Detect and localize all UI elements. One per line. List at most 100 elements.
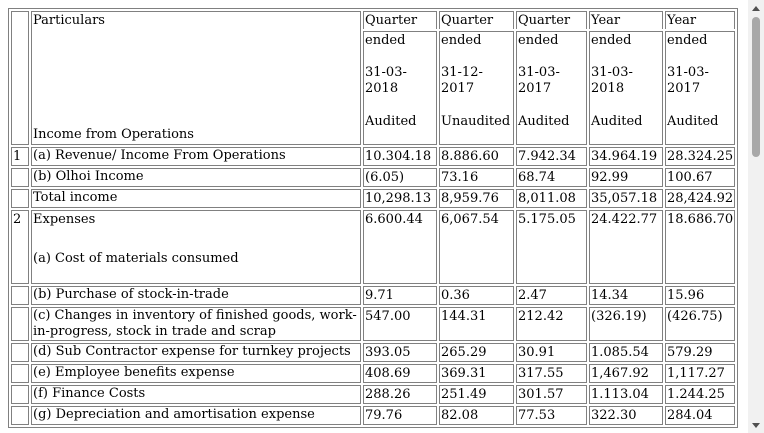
row-value: 265.29 [441,345,487,360]
row-value-cell: 265.29 [439,343,514,362]
row-value-cell: 1,467.92 [589,364,663,383]
row-number-cell [11,406,29,425]
spacer [667,97,733,114]
row-value: 322.30 [591,408,637,423]
row-value: 14.34 [591,288,629,303]
row-number-cell [11,364,29,383]
row-value-cell: 212.42 [516,307,587,341]
header-detail-cell: ended 31-03-2017 Audited [665,31,736,145]
column-period-label: Quarter [518,13,571,28]
row-value-cell: 547.00 [363,307,437,341]
row-value: 144.31 [441,309,487,324]
table-row: (b) Purchase of stock-in-trade 9.71 0.36 2.… [11,286,736,305]
column-period-label: Year [591,13,621,28]
row-value-cell: 28.324.25 [665,147,736,166]
row-number-cell [11,189,29,208]
row-value-cell: 6,067.54 [439,210,514,284]
header-particulars-cell: Particulars Income from Operations [31,11,361,145]
header-detail-cell: ended 31-12-2017 Unaudited [439,31,514,145]
header-detail-cell: ended 31-03-2017 Audited [516,31,587,145]
row-value-cell: 322.30 [589,406,663,425]
header-number-cell [11,11,29,145]
row-value-cell: 1.113.04 [589,385,663,404]
row-value-cell: 10,298.13 [363,189,437,208]
row-value-cell: 34.964.19 [589,147,663,166]
row-value-cell: 14.34 [589,286,663,305]
row-label: (f) Finance Costs [33,386,146,401]
table-row: (c) Changes in inventory of finished goo… [11,307,736,341]
table-row: (d) Sub Contractor expense for turnkey p… [11,343,736,362]
row-value-cell: 5.175.05 [516,210,587,284]
row-number-cell [11,343,29,362]
header-column-cell: Quarter [516,11,587,29]
scrollbar-thumb[interactable] [752,17,760,157]
row-label-cell: (e) Employee benefits expense [31,364,361,383]
row-label-cell: Expenses (a) Cost of materials consumed [31,210,361,284]
row-label-cell: (c) Changes in inventory of finished goo… [31,307,361,341]
row-value-cell: 68.74 [516,168,587,187]
column-date-label: 31-12-2017 [441,65,483,96]
scroll-down-arrow-icon[interactable] [748,417,764,433]
row-value: 73.16 [441,170,479,185]
row-value-cell: 82.08 [439,406,514,425]
row-value: 68.74 [518,170,556,185]
row-value-cell: 144.31 [439,307,514,341]
column-date-label: 31-03-2018 [365,65,407,96]
row-value-cell: 408.69 [363,364,437,383]
row-value: 7.942.34 [518,149,576,164]
row-value-cell: 284.04 [665,406,736,425]
row-value: 547.00 [365,309,411,324]
row-value-cell: 28,424.92 [665,189,736,208]
row-label: (c) Changes in inventory of finished goo… [33,308,357,339]
row-label: Total income [33,190,118,205]
row-value: 100.67 [667,170,713,185]
row-label: (a) Revenue/ Income From Operations [33,148,286,163]
row-value-cell: 2.47 [516,286,587,305]
row-value: 24.422.77 [591,212,658,227]
header-row: Particulars Income from Operations Quarter… [11,11,736,145]
row-value: 6,067.54 [441,212,499,227]
row-value: 1.085.54 [591,345,649,360]
row-value: 317.55 [518,366,564,381]
column-ended-label: ended [518,33,559,48]
spacer [518,49,585,65]
spacer [591,49,661,65]
row-value-cell: 1.085.54 [589,343,663,362]
table-row: (b) Olhoi Income (6.05) 73.16 68.74 92.99 100… [11,168,736,187]
column-status-label: Audited [365,114,417,129]
row-value: (6.05) [365,170,405,185]
row-number-cell: 2 [11,210,29,284]
row-number-cell [11,307,29,341]
document-viewport: Particulars Income from Operations Quarter… [8,8,739,428]
vertical-scrollbar[interactable] [748,0,764,433]
row-value: 288.26 [365,387,411,402]
row-value: (326.19) [591,309,647,324]
row-value: 92.99 [591,170,629,185]
column-period-label: Year [667,13,697,28]
column-date-label: 31-03-2017 [667,65,709,96]
spacer [365,49,435,65]
table-row: (f) Finance Costs 288.26 251.49 301.57 1.113… [11,385,736,404]
header-column-cell: Quarter [439,11,514,29]
row-value: 10.304.18 [365,149,432,164]
expenses-heading: Expenses [33,212,96,227]
row-label: (g) Depreciation and amortisation expens… [33,407,315,422]
row-number-cell [11,168,29,187]
row-value-cell: 77.53 [516,406,587,425]
row-value-cell: 251.49 [439,385,514,404]
row-value: 8,011.08 [518,191,576,206]
row-value: 6.600.44 [365,212,423,227]
row-value: 5.175.05 [518,212,576,227]
row-label-cell: (b) Olhoi Income [31,168,361,187]
scroll-up-arrow-icon[interactable] [748,0,764,16]
table-row: (g) Depreciation and amortisation expens… [11,406,736,425]
table-row: Total income 10,298.13 8,959.76 8,011.08 35,… [11,189,736,208]
column-status-label: Audited [667,114,719,129]
table-row: 2 Expenses (a) Cost of materials consumed 6… [11,210,736,284]
header-column-cell: Quarter [363,11,437,29]
row-number: 1 [13,149,22,164]
row-value-cell: 8,011.08 [516,189,587,208]
column-date-label: 31-03-2017 [518,65,560,96]
column-ended-label: ended [591,33,632,48]
column-date-label: 31-03-2018 [591,65,633,96]
